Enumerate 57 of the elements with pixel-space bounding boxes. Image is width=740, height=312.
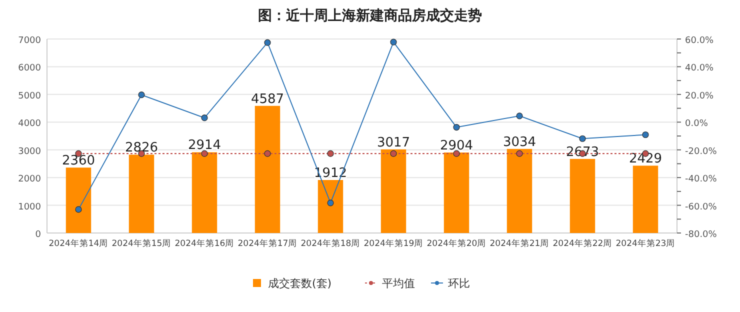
legend-label: 成交套数(套) bbox=[268, 277, 332, 290]
point bbox=[453, 124, 460, 131]
point bbox=[264, 39, 271, 46]
y-tick-label: 6000 bbox=[18, 64, 42, 74]
y-tick-label: 3000 bbox=[18, 146, 42, 157]
y2-tick-label: 60.0% bbox=[685, 36, 714, 46]
bar bbox=[128, 154, 154, 233]
y2-tick-label: 20.0% bbox=[685, 91, 714, 102]
y2-tick-label: -40.0% bbox=[685, 174, 718, 185]
bar bbox=[632, 166, 658, 233]
point bbox=[390, 38, 397, 46]
y-tick-label: 7000 bbox=[18, 36, 42, 46]
point bbox=[201, 114, 208, 122]
x-tick-label: 2024年第23周 bbox=[616, 238, 676, 249]
bar bbox=[318, 180, 344, 233]
y-tick-label: 0 bbox=[35, 230, 42, 240]
y2-tick-label: 0.0% bbox=[685, 119, 708, 130]
bar bbox=[506, 148, 532, 233]
y2-tick-label: -20.0% bbox=[685, 146, 718, 157]
y2-tick-label: -80.0% bbox=[685, 230, 718, 240]
point bbox=[138, 92, 145, 98]
data-label: 2914 bbox=[188, 138, 222, 154]
x-tick-label: 2024年第21周 bbox=[490, 238, 550, 249]
y2-tick-label: -60.0% bbox=[685, 202, 718, 212]
bar bbox=[254, 106, 280, 233]
legend-label: 环比 bbox=[448, 277, 470, 290]
x-tick-label: 2024年第16周 bbox=[174, 238, 234, 249]
point bbox=[642, 131, 649, 138]
chart-title: 图：近十周上海新建商品房成交走势 bbox=[258, 7, 482, 24]
point bbox=[75, 206, 82, 213]
point bbox=[516, 112, 523, 120]
data-label: 3017 bbox=[376, 135, 410, 150]
data-label: 2904 bbox=[440, 138, 474, 154]
x-tick-label: 2024年第14周 bbox=[48, 238, 108, 249]
x-tick-label: 2024年第22周 bbox=[552, 238, 612, 249]
bar bbox=[570, 158, 596, 233]
data-label: 4587 bbox=[250, 92, 284, 107]
point bbox=[579, 135, 586, 142]
y-tick-label: 5000 bbox=[18, 91, 42, 102]
bar bbox=[192, 152, 218, 233]
x-tick-label: 2024年第15周 bbox=[112, 238, 172, 249]
data-label: 2826 bbox=[124, 140, 158, 156]
point bbox=[327, 200, 334, 206]
y-tick-label: 2000 bbox=[18, 174, 42, 185]
x-tick-label: 2024年第17周 bbox=[238, 238, 298, 249]
x-tick-label: 2024年第18周 bbox=[300, 238, 360, 249]
bar bbox=[444, 152, 470, 233]
y-tick-label: 4000 bbox=[18, 119, 42, 130]
x-tick-label: 2024年第20周 bbox=[426, 238, 486, 249]
data-label: 2360 bbox=[62, 154, 96, 169]
bar bbox=[380, 149, 406, 233]
legend-label: 平均值 bbox=[382, 277, 415, 290]
y-tick-label: 1000 bbox=[18, 202, 42, 212]
bar bbox=[66, 168, 92, 233]
y2-tick-label: 40.0% bbox=[685, 64, 714, 74]
x-tick-label: 2024年第19周 bbox=[364, 238, 424, 249]
data-label: 3034 bbox=[502, 134, 536, 150]
